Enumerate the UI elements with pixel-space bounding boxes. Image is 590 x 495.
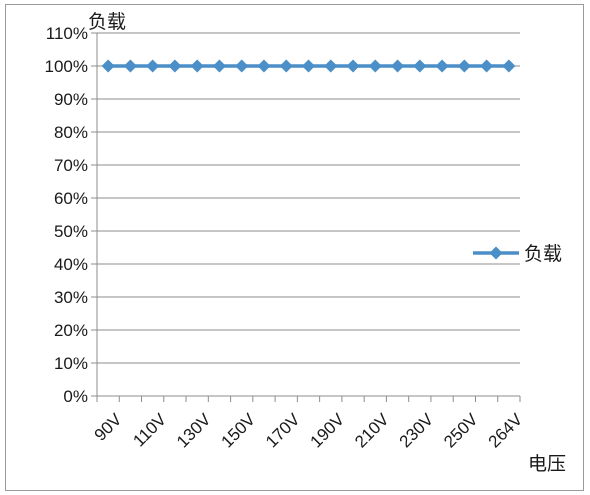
y-axis-title: 负载 — [88, 11, 126, 33]
x-tick-label: 90V — [91, 409, 126, 444]
y-axis-ticks: 0% 10% 20% 30% 40% 50% 60% 70% 80% 90% 100% 110% — [45, 24, 97, 406]
data-point — [101, 59, 115, 73]
y-tick-label: 60% — [54, 189, 88, 208]
x-tick-label: 264V — [485, 409, 527, 451]
data-point — [480, 59, 494, 73]
data-point — [502, 59, 516, 73]
data-point — [235, 59, 249, 73]
axes — [96, 33, 520, 397]
x-tick-label: 210V — [351, 409, 393, 451]
data-point — [168, 59, 182, 73]
data-point — [123, 59, 137, 73]
x-tick-label: 230V — [396, 409, 438, 451]
y-tick-label: 0% — [63, 387, 88, 406]
data-point — [346, 59, 360, 73]
y-tick-label: 90% — [54, 90, 88, 109]
y-tick-label: 110% — [46, 24, 88, 43]
grid — [97, 32, 520, 364]
data-point — [413, 59, 427, 73]
chart-frame — [5, 4, 584, 491]
y-tick-label: 20% — [54, 321, 88, 340]
x-axis-title: 电压 — [528, 453, 566, 475]
x-axis-ticks: 90V 110V 130V 150V 170V 190V 210V 230V 250V 264V — [91, 396, 527, 451]
y-tick-label: 10% — [54, 354, 88, 373]
y-tick-label: 50% — [54, 222, 88, 241]
data-point — [324, 59, 338, 73]
data-point — [302, 59, 315, 73]
data-point — [190, 59, 204, 73]
x-tick-label: 170V — [262, 409, 304, 451]
y-tick-label: 40% — [54, 255, 88, 274]
y-tick-label: 70% — [54, 156, 88, 175]
data-point — [257, 59, 271, 73]
y-tick-label: 30% — [54, 288, 88, 307]
x-tick-label: 250V — [440, 409, 482, 451]
y-tick-label: 80% — [54, 123, 88, 142]
data-point — [146, 59, 160, 73]
x-tick-label: 190V — [307, 409, 349, 451]
series-layer — [101, 59, 516, 73]
data-point — [391, 59, 405, 73]
data-point — [279, 59, 293, 73]
x-tick-label: 110V — [129, 409, 170, 450]
data-point — [212, 59, 226, 73]
y-tick-label: 100% — [45, 57, 88, 76]
x-tick-label: 130V — [173, 409, 215, 451]
data-point — [368, 59, 382, 73]
legend-label: 负载 — [524, 243, 562, 265]
x-tick-label: 150V — [218, 409, 260, 451]
data-point — [457, 59, 471, 73]
legend: 负载 — [473, 243, 562, 265]
legend-marker — [489, 246, 503, 260]
data-point — [435, 59, 449, 73]
